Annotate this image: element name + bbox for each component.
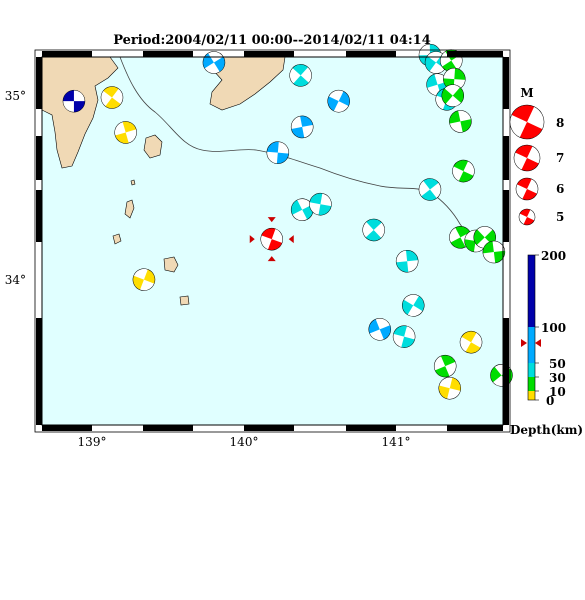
depth-label-50: 50 (549, 357, 566, 371)
magnitude-legend: M 8 7 6 5 (509, 86, 564, 226)
land-masses (41, 56, 286, 306)
miyakejima-island (163, 256, 179, 273)
focal-mechanism-ball (309, 192, 332, 216)
lon-label-139: 139° (78, 435, 107, 449)
depth-label-200: 200 (541, 249, 566, 263)
depth-label-100: 100 (541, 321, 566, 335)
kozushima-islet (130, 179, 136, 186)
focal-mechanism-ball (482, 240, 506, 264)
magnitude-label-5: 5 (556, 210, 564, 224)
lon-label-140: 140° (230, 435, 259, 449)
focal-mechanism-ball (362, 218, 385, 242)
focal-mechanism-ball (459, 330, 483, 354)
main-shock-marker (267, 217, 276, 223)
sagami-trench-line (119, 56, 504, 253)
main-shock-marker (267, 256, 276, 262)
focal-mechanism-ball (62, 89, 86, 113)
magnitude-legend-ball (518, 208, 536, 226)
focal-mechanism-ball (449, 110, 472, 133)
magnitude-legend-ball (513, 144, 541, 172)
depth-label-30: 30 (549, 371, 566, 385)
magnitude-legend-ball (515, 177, 539, 201)
depth-band-100-200 (528, 255, 535, 327)
focal-mechanism-ball (438, 376, 461, 400)
focal-mechanism-ball (395, 249, 419, 273)
magnitude-label-6: 6 (556, 182, 564, 196)
focal-mechanism-ball (392, 325, 416, 348)
depth-legend-title: Depth(km) (510, 423, 583, 437)
map-title: Period:2004/02/11 00:00--2014/02/11 04:1… (113, 33, 431, 48)
izu-peninsula (41, 56, 119, 169)
niijima-island (112, 233, 122, 245)
depth-band-0-10 (528, 391, 535, 400)
lat-label-34: 34° (5, 273, 26, 287)
focal-mechanism-ball (100, 86, 124, 109)
toshima-island (124, 199, 135, 219)
lat-label-35: 35° (5, 89, 26, 103)
focal-mechanism-ball (452, 159, 475, 183)
mikurajima-island (179, 295, 190, 306)
focal-mechanism-ball (418, 178, 442, 201)
main-shock-focal-mechanism (260, 227, 283, 251)
depth-label-10: 10 (549, 385, 566, 399)
lon-label-141: 141° (382, 435, 411, 449)
magnitude-label-7: 7 (556, 151, 564, 165)
magnitude-legend-ball (509, 104, 545, 140)
main-shock-layer (249, 217, 294, 262)
focal-mechanism-ball (433, 354, 457, 378)
depth-legend: 200 100 50 30 10 0 Depth(km) (510, 249, 583, 437)
magnitude-label-8: 8 (556, 116, 564, 130)
focal-mechanism-ball (289, 64, 312, 87)
map-area: 35° 34° 139° 140° 141° (5, 43, 513, 449)
depth-band-30-50 (528, 363, 535, 377)
frame-ticks (34, 49, 511, 433)
depth-marker-right (535, 339, 541, 347)
magnitude-legend-balls (509, 104, 545, 226)
magnitude-legend-title: M (520, 86, 533, 100)
depth-band-50-100 (528, 327, 535, 363)
depth-marker-left (521, 339, 527, 347)
focal-mechanism-ball (441, 84, 465, 107)
depth-label-0: 0 (546, 394, 554, 408)
oshima-island (143, 134, 163, 159)
focal-mechanism-ball (266, 141, 290, 164)
focal-mechanism-ball (327, 89, 350, 113)
main-shock-marker (249, 235, 255, 244)
focal-mechanism-ball (114, 121, 137, 144)
main-shock-marker (288, 235, 294, 244)
depth-band-10-30 (528, 377, 535, 391)
focal-mechanism-ball (132, 268, 156, 291)
focal-mechanism-ball (368, 318, 392, 341)
focal-mechanism-ball (401, 294, 425, 317)
focal-mechanism-ball (290, 115, 314, 139)
